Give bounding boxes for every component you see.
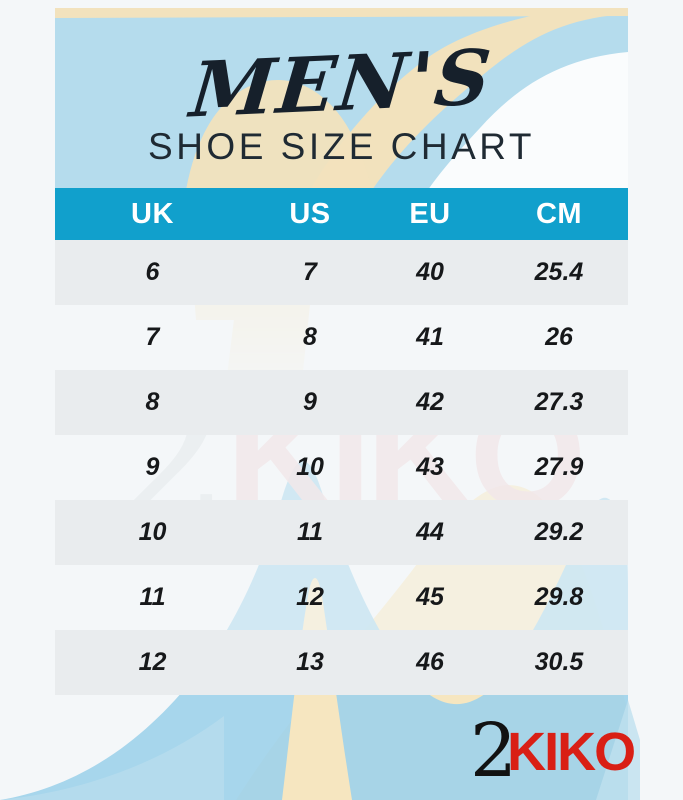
column-header-uk: UK (131, 197, 174, 230)
table-header-row: UK US EU CM (55, 188, 628, 240)
cell-uk: 8 (145, 388, 160, 416)
cell-cm: 25.4 (534, 258, 584, 286)
cell-us: 7 (303, 258, 317, 286)
cell-uk: 10 (138, 518, 167, 546)
table-row: 9 10 43 27.9 (55, 435, 628, 500)
column-header-us: US (289, 197, 331, 230)
cell-cm: 27.3 (534, 388, 584, 416)
cell-eu: 41 (416, 323, 444, 351)
cell-cm: 26 (545, 323, 573, 351)
cell-cm: 29.2 (534, 518, 584, 546)
brand-name: KIKO (507, 722, 636, 782)
cell-cm: 27.9 (534, 453, 584, 481)
cell-us: 10 (296, 453, 324, 481)
cell-uk: 9 (145, 453, 160, 481)
cell-uk: 7 (145, 323, 160, 351)
cell-us: 12 (296, 583, 324, 611)
table-row: 11 12 45 29.8 (55, 565, 628, 630)
cell-us: 9 (303, 388, 317, 416)
cell-eu: 43 (416, 453, 444, 481)
title-script-line: MEN'S (186, 32, 497, 135)
cell-eu: 46 (416, 648, 444, 676)
table-row: 10 11 44 29.2 (55, 500, 628, 565)
cell-us: 8 (303, 323, 317, 351)
title-subtitle-line: SHOE SIZE CHART (148, 126, 535, 167)
table-row: 8 9 42 27.3 (55, 370, 628, 435)
cell-us: 11 (297, 518, 323, 546)
cell-uk: 12 (138, 648, 167, 676)
cell-eu: 45 (416, 583, 444, 611)
brand-symbol-icon: 2 (470, 708, 518, 795)
column-header-cm: CM (535, 197, 583, 230)
cell-uk: 6 (145, 258, 160, 286)
cell-us: 13 (296, 648, 324, 676)
cell-cm: 29.8 (534, 583, 584, 611)
table-row: 6 7 40 25.4 (55, 240, 628, 305)
table-row: 7 8 41 26 (55, 305, 628, 370)
size-chart-table: UK US EU CM 6 7 40 25.4 7 8 41 26 8 9 42… (55, 188, 628, 695)
cell-cm: 30.5 (534, 648, 584, 676)
cell-eu: 40 (416, 258, 444, 286)
cell-eu: 44 (416, 518, 444, 546)
column-header-eu: EU (409, 197, 451, 230)
table-row: 12 13 46 30.5 (55, 630, 628, 695)
cell-eu: 42 (416, 388, 444, 416)
cell-uk: 11 (139, 583, 166, 611)
brand-logo: 2 KIKO (470, 706, 636, 795)
